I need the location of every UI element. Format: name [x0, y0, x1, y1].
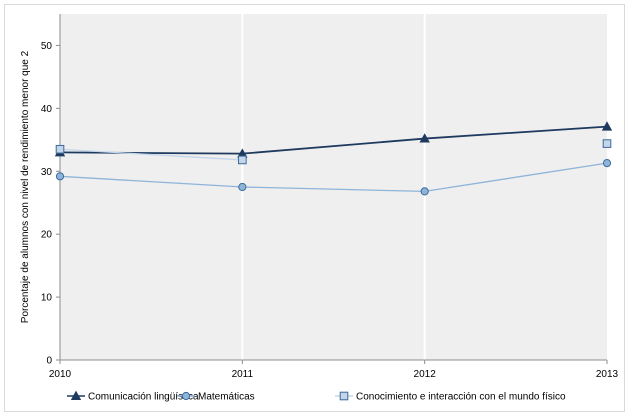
legend-item: Matemáticas	[177, 392, 255, 403]
y-tick-label: 40	[41, 104, 53, 115]
y-tick-label: 0	[46, 356, 52, 367]
x-tick-label: 2012	[414, 369, 437, 380]
y-tick-label: 10	[41, 293, 53, 304]
data-point	[238, 155, 247, 165]
x-tick-label: 2011	[232, 369, 254, 380]
chart-frame: 0 10 20 30 40 50 2010 2011 2012 2013 Porcentaje d…	[4, 4, 625, 412]
legend-marker	[70, 390, 82, 401]
y-tick-label: 20	[41, 230, 53, 241]
series-line	[59, 162, 608, 193]
data-point	[420, 187, 429, 196]
legend-label: Comunicación lingüística	[88, 392, 199, 403]
line-chart: 0 10 20 30 40 50 2010 2011 2012 2013 Porcentaje d…	[20, 14, 619, 403]
data-point	[601, 121, 613, 131]
legend-marker	[339, 391, 349, 401]
x-tick-label: 2013	[596, 369, 619, 380]
y-axis-label: Porcentaje de alumnos con nivel de rendi…	[20, 50, 31, 323]
data-point	[55, 144, 65, 154]
plot-area	[60, 14, 607, 360]
y-tick-label: 50	[41, 41, 53, 52]
data-point	[238, 182, 247, 192]
data-point	[55, 172, 65, 181]
legend-item: Comunicación lingüística	[67, 390, 199, 403]
data-point	[602, 158, 612, 168]
x-tick-label: 2010	[49, 369, 72, 380]
data-point	[419, 133, 430, 143]
legend-item: Conocimiento e interacción con el mundo …	[335, 392, 566, 403]
y-tick-label: 30	[41, 167, 53, 178]
legend-marker	[181, 391, 191, 401]
data-point	[602, 139, 612, 148]
series-line	[59, 125, 608, 155]
legend-label: Conocimiento e interacción con el mundo …	[356, 392, 566, 403]
legend-label: Matemáticas	[198, 392, 255, 403]
series-line	[59, 148, 243, 161]
